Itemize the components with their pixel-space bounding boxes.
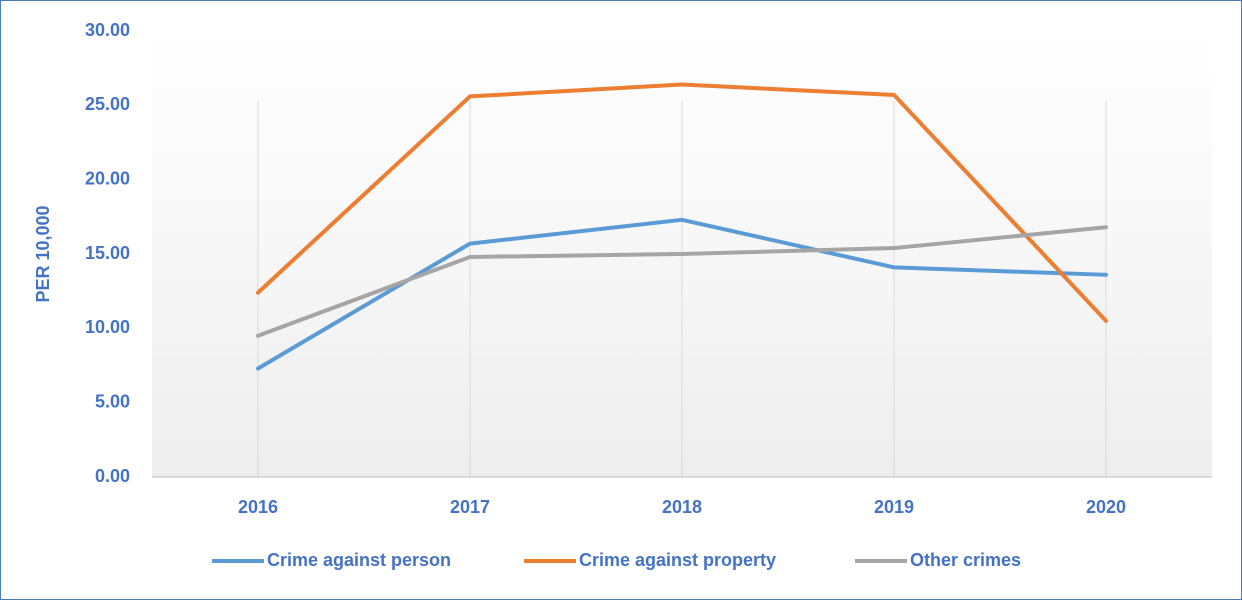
y-tick-label: 25.00 bbox=[85, 94, 130, 114]
y-axis-title: PER 10,000 bbox=[33, 205, 53, 302]
y-tick-label: 10.00 bbox=[85, 317, 130, 337]
x-tick-label: 2019 bbox=[874, 497, 914, 517]
series-line bbox=[256, 225, 1108, 338]
x-tick-label: 2018 bbox=[662, 497, 702, 517]
legend-label: Other crimes bbox=[910, 550, 1021, 570]
y-tick-label: 30.00 bbox=[85, 20, 130, 40]
legend-label: Crime against property bbox=[579, 550, 776, 570]
y-tick-label: 0.00 bbox=[95, 466, 130, 486]
y-tick-label: 5.00 bbox=[95, 391, 130, 411]
y-tick-label: 15.00 bbox=[85, 243, 130, 263]
series-line bbox=[256, 82, 1108, 323]
y-tick-label: 20.00 bbox=[85, 168, 130, 188]
legend-label: Crime against person bbox=[267, 550, 451, 570]
x-tick-label: 2017 bbox=[450, 497, 490, 517]
x-tick-label: 2016 bbox=[238, 497, 278, 517]
x-tick-label: 2020 bbox=[1086, 497, 1126, 517]
